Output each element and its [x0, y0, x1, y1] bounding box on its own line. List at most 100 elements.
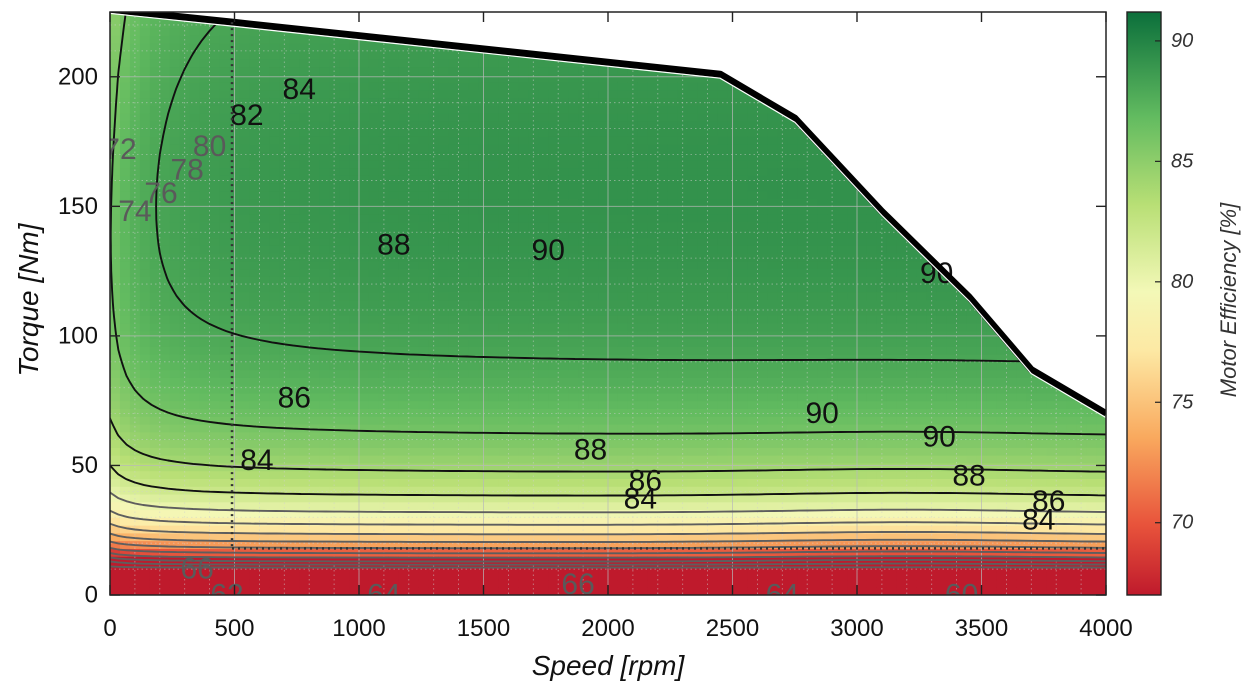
heat-cell	[538, 361, 549, 371]
heat-cell	[588, 462, 599, 472]
heat-cell	[438, 556, 450, 565]
heat-cell	[209, 486, 221, 495]
heat-cell	[329, 478, 340, 487]
heat-cell	[458, 556, 470, 565]
heat-cell	[617, 501, 629, 511]
heat-cell	[110, 66, 121, 75]
heat-cell	[359, 493, 370, 503]
heat-cell	[807, 392, 818, 402]
heat-cell	[398, 144, 410, 153]
heat-cell	[219, 136, 231, 145]
heat-cell	[518, 385, 529, 394]
heat-cell	[169, 245, 181, 254]
heat-cell	[110, 338, 121, 347]
heat-cell	[757, 214, 768, 223]
heat-cell	[388, 260, 400, 270]
heat-cell	[528, 525, 539, 534]
heat-cell	[488, 50, 500, 60]
heat-cell	[508, 501, 519, 511]
heat-cell	[269, 175, 280, 184]
heat-cell	[737, 423, 749, 433]
heat-cell	[378, 81, 390, 91]
heat-cell	[637, 229, 649, 239]
heat-cell	[508, 525, 519, 534]
heat-cell	[249, 587, 260, 595]
heat-cell	[189, 377, 201, 386]
heat-cell	[717, 284, 729, 293]
heat-cell	[717, 369, 729, 378]
heat-cell	[767, 455, 778, 464]
heat-cell	[617, 276, 629, 285]
heat-cell	[468, 128, 480, 137]
heat-cell	[249, 237, 260, 246]
heat-cell	[608, 478, 619, 487]
heat-cell	[498, 229, 509, 239]
heat-cell	[598, 268, 609, 277]
heat-cell	[408, 284, 420, 293]
heat-cell	[289, 431, 300, 441]
heat-cell	[289, 579, 300, 588]
heat-cell	[588, 392, 599, 402]
heat-cell	[169, 447, 181, 456]
heat-cell	[299, 74, 310, 83]
heat-cell	[568, 260, 579, 270]
heat-cell	[737, 221, 749, 231]
heat-cell	[359, 470, 370, 479]
heat-cell	[259, 27, 270, 36]
heat-cell	[687, 245, 699, 254]
heat-cell	[767, 322, 778, 332]
heat-cell	[349, 571, 360, 581]
heat-cell	[677, 354, 689, 363]
heat-cell	[707, 361, 719, 371]
heat-cell	[408, 455, 420, 464]
heat-cell	[309, 307, 320, 316]
heat-cell	[299, 120, 310, 130]
heat-cell	[159, 50, 171, 60]
heat-cell	[787, 276, 798, 285]
heat-cell	[359, 400, 370, 410]
heat-cell	[219, 50, 231, 60]
heat-cell	[757, 377, 768, 386]
heat-cell	[468, 151, 480, 161]
heat-cell	[448, 50, 460, 60]
heat-cell	[767, 439, 778, 448]
heat-cell	[289, 43, 300, 52]
heat-cell	[787, 183, 798, 192]
heat-cell	[797, 447, 808, 456]
heat-cell	[617, 416, 629, 425]
heat-cell	[737, 400, 749, 410]
heat-cell	[428, 221, 440, 231]
heat-cell	[518, 400, 529, 410]
heat-cell	[269, 159, 280, 169]
heat-cell	[747, 260, 758, 270]
heat-cell	[458, 190, 470, 200]
heat-cell	[488, 167, 500, 176]
heat-cell	[498, 252, 509, 262]
heat-cell	[617, 136, 629, 145]
heat-cell	[179, 299, 191, 308]
heat-cell	[787, 330, 798, 340]
heat-cell	[119, 455, 131, 464]
heat-cell	[538, 400, 549, 410]
heat-cell	[647, 206, 659, 215]
heat-cell	[329, 50, 340, 60]
heat-cell	[398, 486, 410, 495]
heat-cell	[608, 462, 619, 472]
heat-cell	[578, 361, 589, 371]
heat-cell	[179, 509, 191, 518]
heat-cell	[667, 587, 679, 595]
heat-cell	[558, 284, 569, 293]
heat-cell	[279, 81, 290, 91]
heat-cell	[588, 361, 599, 371]
heat-cell	[388, 167, 400, 176]
heat-cell	[488, 229, 500, 239]
heat-cell	[259, 408, 270, 417]
heat-cell	[498, 462, 509, 472]
heat-cell	[538, 136, 549, 145]
heat-cell	[189, 315, 201, 324]
heat-cell	[747, 423, 758, 433]
heat-cell	[498, 198, 509, 207]
heat-cell	[647, 252, 659, 262]
heat-cell	[378, 276, 390, 285]
heat-cell	[548, 455, 559, 464]
